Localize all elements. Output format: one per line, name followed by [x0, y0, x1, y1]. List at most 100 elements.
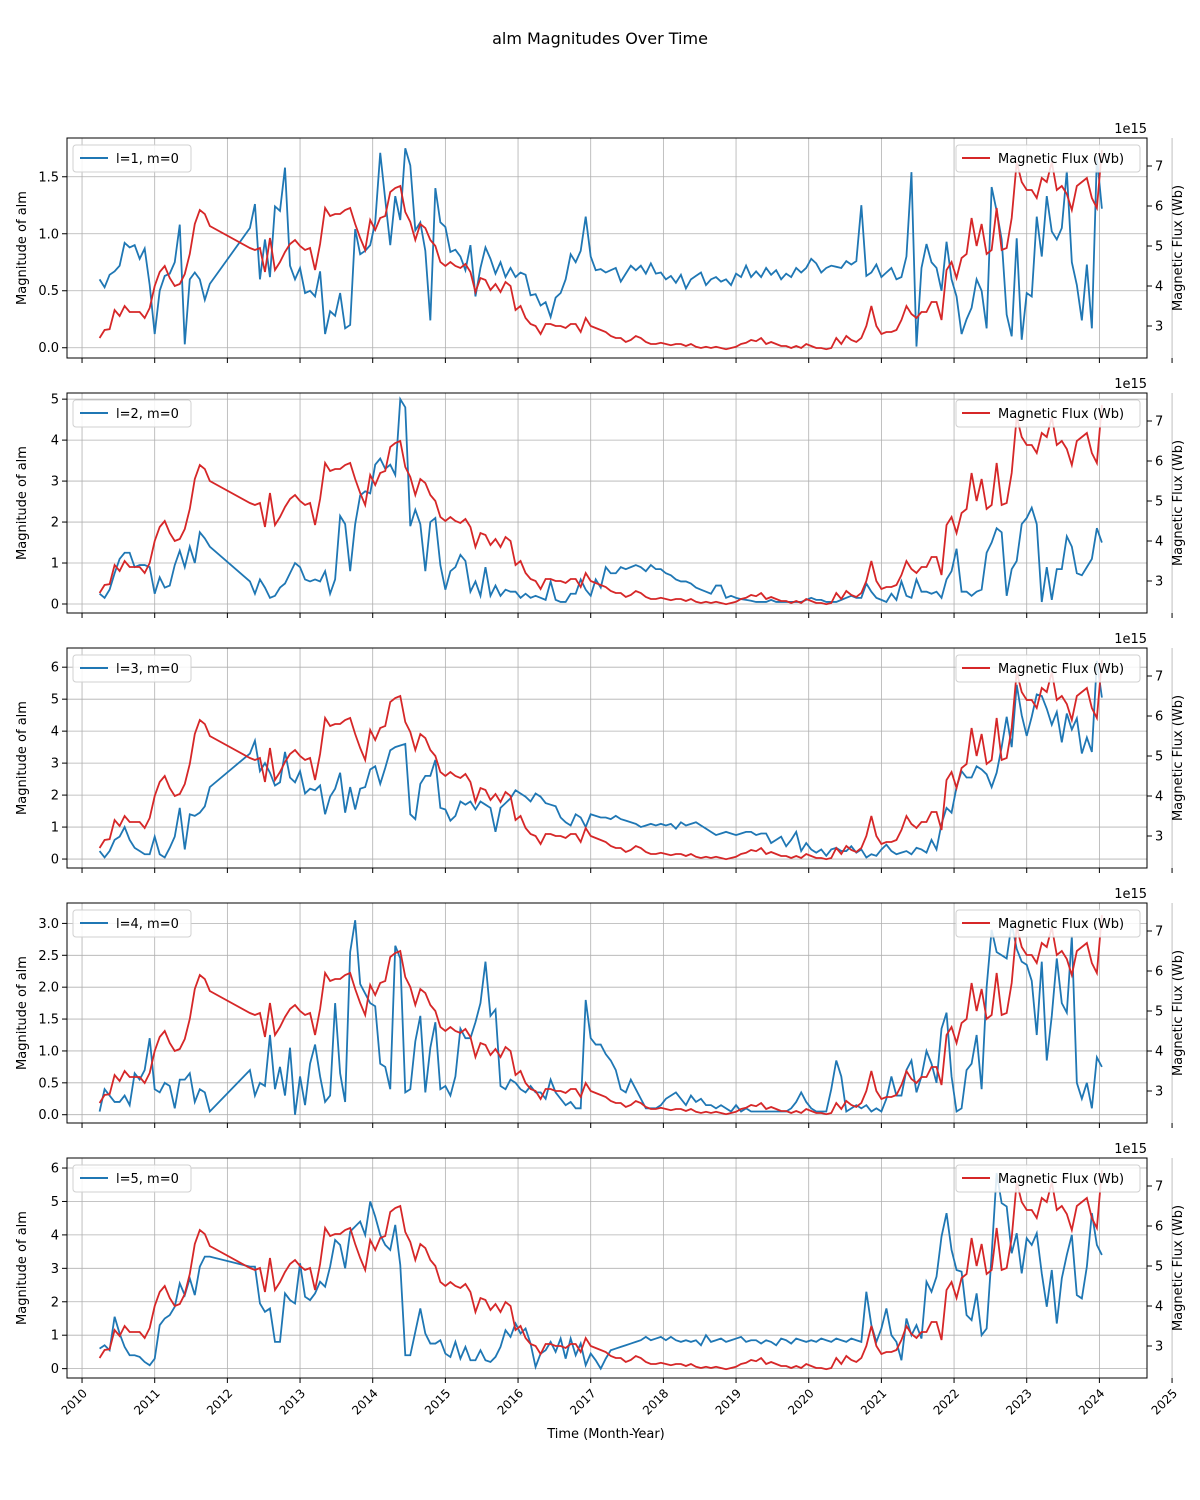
y-tick-label: 2	[51, 1295, 59, 1310]
subplot-3: 0 1 2 3 4 5 6 3 4 5 6 7 1e15 Magnitude of alm Magnetic…	[15, 632, 1186, 873]
y-axis-label: Magnitude of alm	[15, 956, 30, 1070]
y-tick-label: 6	[51, 1162, 59, 1177]
legend-label: l=2, m=0	[116, 407, 179, 422]
x-tick-label: 2025	[1149, 1386, 1180, 1417]
legend-box	[955, 1164, 1141, 1193]
right-y-tick-label: 4	[1155, 280, 1163, 295]
flux-series-line	[98, 914, 1103, 1116]
flux-series-line	[98, 404, 1103, 606]
y-tick-label: 1.0	[38, 1044, 59, 1059]
alm-series-line	[98, 920, 1103, 1115]
legend-box	[955, 654, 1141, 683]
y-tick-label: 2	[51, 516, 59, 531]
right-y-tick-label: 4	[1155, 1045, 1163, 1060]
legend-flux: Magnetic Flux (Wb)	[955, 654, 1141, 683]
right-y-tick-label: 4	[1155, 1300, 1163, 1315]
flux-series-line	[98, 149, 1103, 351]
right-y-tick-label: 7	[1155, 925, 1163, 940]
right-y-tick-label: 4	[1155, 535, 1163, 550]
flux-series-line	[98, 1169, 1103, 1371]
subplot-5: 0 1 2 3 4 5 6 3 4 5 6 7 1e15 2010 2011 2012 2013 2014 2015…	[15, 1142, 1186, 1418]
x-tick-label: 2022	[931, 1386, 962, 1417]
right-y-tick-label: 6	[1155, 965, 1163, 980]
subplot-4: 0.0 0.5 1.0 1.5 2.0 2.5 3.0 3 4 5 6 7 1e15 Magnitude …	[15, 887, 1186, 1128]
legend-box	[72, 1164, 192, 1193]
x-tick-label: 2016	[495, 1386, 526, 1417]
y-tick-label: 0.5	[38, 1076, 59, 1091]
legend-flux: Magnetic Flux (Wb)	[955, 909, 1141, 938]
y-axis-label: Magnitude of alm	[15, 701, 30, 815]
subplots: 0.0 0.5 1.0 1.5 3 4 5 6 7 1e15 Magnitude of alm Mag…	[15, 122, 1186, 1418]
legend-label: Magnetic Flux (Wb)	[998, 917, 1124, 932]
legend-label: l=3, m=0	[116, 662, 179, 677]
right-y-tick-label: 5	[1155, 240, 1163, 255]
x-tick-label: 2019	[713, 1386, 744, 1417]
right-y-tick-label: 3	[1155, 830, 1163, 845]
axes-frame	[66, 137, 1148, 359]
y-tick-label: 2	[51, 789, 59, 804]
legend-box	[955, 909, 1141, 938]
legend-alm: l=1, m=0	[72, 144, 192, 173]
alm-series-line	[98, 660, 1103, 859]
legend-label: Magnetic Flux (Wb)	[998, 152, 1124, 167]
right-y-tick-label: 3	[1155, 1340, 1163, 1355]
right-y-tick-label: 5	[1155, 1260, 1163, 1275]
y-tick-label: 4	[51, 434, 59, 449]
y-tick-label: 3.0	[38, 917, 59, 932]
y-tick-label: 1.5	[38, 170, 59, 185]
y-tick-label: 1	[51, 821, 59, 836]
right-y-tick-label: 7	[1155, 1180, 1163, 1195]
x-tick-label: 2012	[204, 1386, 235, 1417]
x-axis-label: Time (Month-Year)	[546, 1427, 665, 1442]
right-y-tick-label: 6	[1155, 1220, 1163, 1235]
x-tick-label: 2011	[131, 1386, 162, 1417]
x-tick-label: 2023	[1003, 1386, 1034, 1417]
right-offset-label: 1e15	[1114, 887, 1147, 902]
legend-alm: l=4, m=0	[72, 909, 192, 938]
axes-frame	[66, 902, 1148, 1124]
legend-label: l=4, m=0	[116, 917, 179, 932]
right-y-tick-label: 4	[1155, 790, 1163, 805]
legend-box	[955, 144, 1141, 173]
right-offset-label: 1e15	[1114, 122, 1147, 137]
right-y-tick-label: 6	[1155, 455, 1163, 470]
y-tick-label: 5	[51, 1195, 59, 1210]
right-y-tick-label: 5	[1155, 750, 1163, 765]
y-tick-label: 4	[51, 1228, 59, 1243]
subplot-1: 0.0 0.5 1.0 1.5 3 4 5 6 7 1e15 Magnitude of alm Mag…	[15, 122, 1186, 363]
x-tick-label: 2024	[1076, 1386, 1107, 1417]
legend-box	[955, 399, 1141, 428]
right-y-tick-label: 3	[1155, 320, 1163, 335]
x-tick-label: 2015	[422, 1386, 453, 1417]
x-tick-label: 2010	[59, 1386, 90, 1417]
x-tick-label: 2013	[277, 1386, 308, 1417]
right-offset-label: 1e15	[1114, 632, 1147, 647]
right-y-tick-label: 7	[1155, 415, 1163, 430]
right-offset-label: 1e15	[1114, 1142, 1147, 1157]
x-tick-label: 2020	[785, 1386, 816, 1417]
right-y-tick-label: 7	[1155, 670, 1163, 685]
y-tick-label: 0	[51, 597, 59, 612]
alm-series-line	[98, 148, 1103, 347]
y-tick-label: 3	[51, 1262, 59, 1277]
y-axis-label: Magnitude of alm	[15, 446, 30, 560]
legend-box	[72, 399, 192, 428]
right-y-tick-label: 5	[1155, 495, 1163, 510]
y-tick-label: 1	[51, 557, 59, 572]
right-y-axis-label: Magnetic Flux (Wb)	[1171, 695, 1186, 821]
right-offset-label: 1e15	[1114, 377, 1147, 392]
y-tick-label: 0.0	[38, 341, 59, 356]
right-y-tick-label: 3	[1155, 1085, 1163, 1100]
alm-series-line	[99, 1172, 1103, 1371]
right-y-tick-label: 5	[1155, 1005, 1163, 1020]
right-y-tick-label: 6	[1155, 200, 1163, 215]
axes-frame	[66, 392, 1148, 614]
x-tick-label: 2017	[567, 1386, 598, 1417]
y-tick-label: 1.0	[38, 227, 59, 242]
legend-label: Magnetic Flux (Wb)	[998, 662, 1124, 677]
y-tick-label: 0.0	[38, 1108, 59, 1123]
legend-alm: l=3, m=0	[72, 654, 192, 683]
axes-frame	[66, 647, 1148, 869]
flux-series-line	[98, 659, 1103, 861]
alm-series-line	[99, 396, 1103, 604]
